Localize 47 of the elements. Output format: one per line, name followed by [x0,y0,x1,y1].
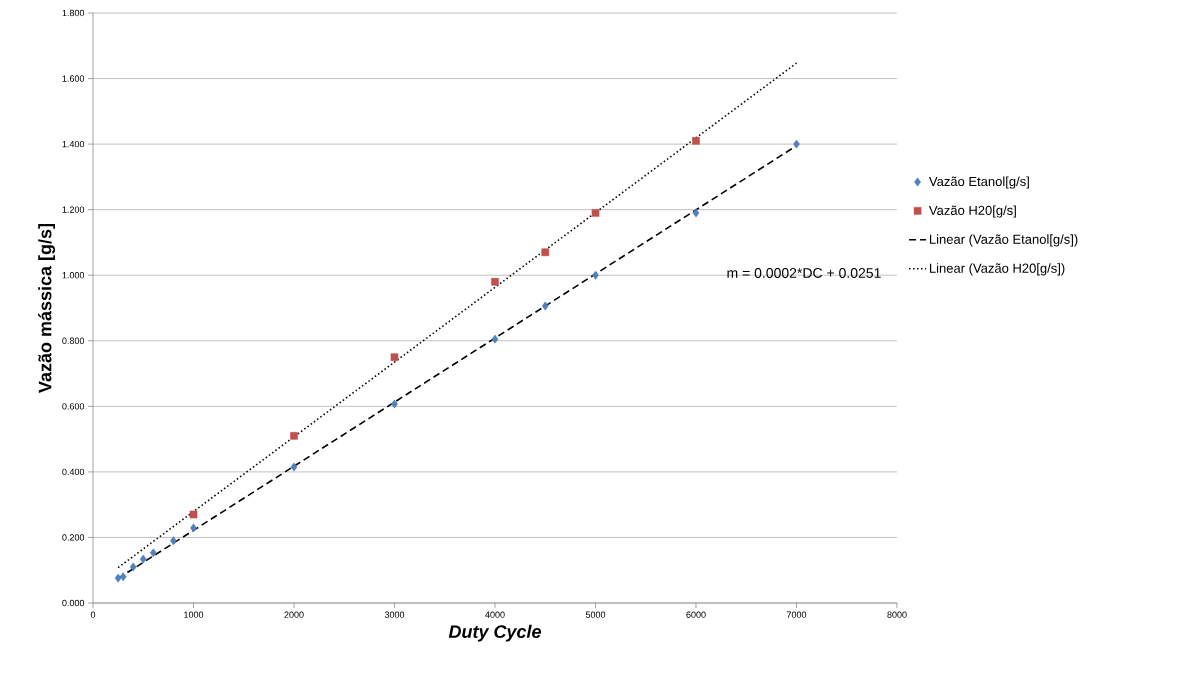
point [592,270,599,280]
point [114,573,122,583]
legend-label: Linear (Vazão Etanol[g/s]) [929,234,1078,247]
legend-label: Vazão Etanol[g/s] [928,176,1029,189]
point [170,536,177,546]
point [119,572,127,582]
y-tick-label: 0.000 [62,599,85,607]
x-axis-title: Duty Cycle [448,624,541,642]
y-axis-title: Vazão mássica [g/s] [38,223,56,393]
point [139,554,147,564]
y-tick-label: 1.600 [62,75,85,82]
x-tick-label: 0 [90,611,96,618]
legend-label: Linear (Vazão H20[g/s]) [929,263,1065,276]
x-tick-label: 2000 [284,611,304,618]
point [189,510,198,519]
point [491,277,499,286]
point [129,562,137,572]
point [491,334,499,344]
x-tick-label: 7000 [786,611,807,618]
y-tick-label: 0.600 [62,403,85,410]
x-tick-label: 5000 [585,611,606,618]
x-tick-label: 3000 [384,611,405,618]
point [391,399,398,409]
point [541,248,550,257]
point [390,353,399,361]
point [149,548,157,558]
y-tick-label: 0.400 [62,468,85,476]
y-tick-label: 1.000 [62,272,85,279]
point [541,301,549,311]
y-tick-label: 1.200 [62,206,85,213]
x-tick-label: 6000 [686,611,706,618]
legend-label: Vazão H20[g/s] [928,205,1016,218]
point [692,137,700,145]
point [290,462,298,472]
x-tick-label: 1000 [184,611,204,618]
y-tick-label: 1.400 [62,140,85,148]
x-tick-label: 4000 [485,611,505,618]
point [190,523,197,533]
point [591,209,600,217]
y-tick-label: 0.200 [62,534,85,541]
annotation: m = 0.0002*DC + 0.0251 [727,267,881,278]
x-tick-label: 8000 [887,611,907,618]
y-tick-label: 1.800 [62,9,85,17]
y-tick-label: 0.800 [62,337,85,344]
point [793,139,800,149]
point [692,208,700,218]
point [290,432,298,440]
